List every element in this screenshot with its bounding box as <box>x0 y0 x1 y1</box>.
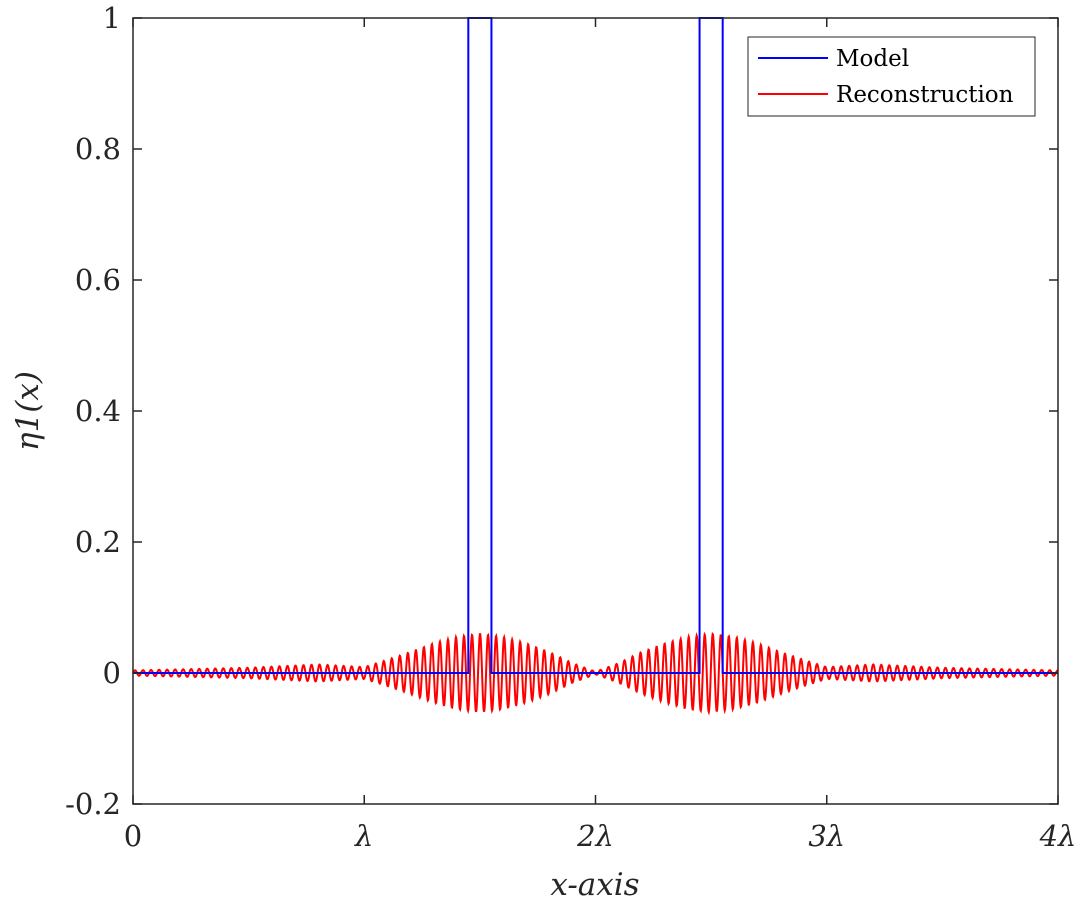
y-axis-label: η1(x) <box>10 371 46 451</box>
legend: Model Reconstruction <box>747 36 1036 117</box>
y-tick-label: 0.8 <box>75 132 121 166</box>
series-model-line <box>133 17 1058 674</box>
y-tick-label: 0.6 <box>75 263 121 297</box>
legend-label-reconstruction: Reconstruction <box>836 82 1014 108</box>
series-reconstruction-line <box>132 631 1059 716</box>
plot-frame <box>132 17 1059 805</box>
y-tick-label: 0 <box>103 656 121 690</box>
x-tick-label: 3λ <box>808 819 845 853</box>
x-tick-label: 0 <box>124 819 142 853</box>
tick-labels-layer: 0 λ 2λ 3λ 4λ-0.200.20.40.60.81 <box>65 1 1076 853</box>
x-axis-label: x-axis <box>550 867 639 903</box>
legend-box <box>747 36 1036 117</box>
plot-background <box>133 18 1058 804</box>
y-tick-label: -0.2 <box>65 787 121 821</box>
x-tick-label: λ <box>354 819 373 853</box>
x-tick-label: 2λ <box>576 819 614 853</box>
y-tick-label: 1 <box>103 1 121 35</box>
series-layer <box>132 17 1059 716</box>
legend-label-model: Model <box>836 46 909 72</box>
y-tick-label: 0.4 <box>75 394 121 428</box>
x-tick-label: 4λ <box>1039 819 1077 853</box>
y-tick-label: 0.2 <box>75 525 121 559</box>
